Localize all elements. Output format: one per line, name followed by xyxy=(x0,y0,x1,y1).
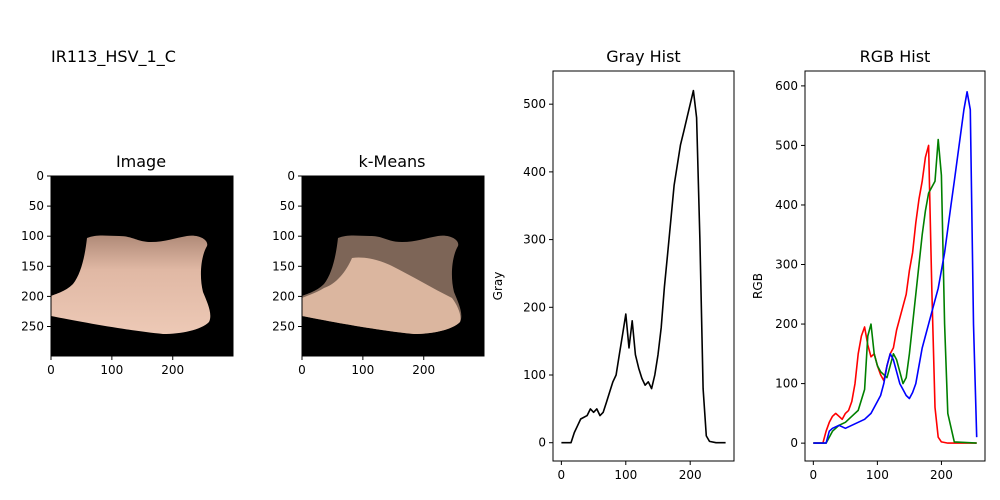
x-tick-label: 200 xyxy=(412,363,435,377)
series-line-0 xyxy=(813,144,977,444)
image-panel-original xyxy=(51,176,233,356)
x-ticks: 0 100 200 xyxy=(298,356,435,377)
y-tick-label: 200 xyxy=(775,317,798,331)
x-ticks: 0 100 200 xyxy=(47,356,184,377)
y-tick-label: 100 xyxy=(272,229,295,243)
y-tick-label: 400 xyxy=(775,198,798,212)
figure-title: IR113_HSV_1_C xyxy=(51,47,176,66)
gray-hist-title: Gray Hist xyxy=(606,47,680,66)
x-tick-label: 100 xyxy=(614,468,637,482)
y-tick-label: 100 xyxy=(775,377,798,391)
x-tick-label: 200 xyxy=(679,468,702,482)
y-ticks: 0 50 100 150 200 250 xyxy=(272,169,302,334)
x-tick-label: 0 xyxy=(47,363,55,377)
y-tick-label: 200 xyxy=(272,289,295,303)
rgb-hist-chart: RGB Hist RGB 0 100 200 300 400 500 600 0 100 200 xyxy=(751,47,986,482)
y-tick-label: 150 xyxy=(21,259,44,273)
x-tick-label: 200 xyxy=(161,363,184,377)
rgb-hist-ylabel: RGB xyxy=(751,273,765,299)
rgb-hist-title: RGB Hist xyxy=(860,47,931,66)
y-tick-label: 50 xyxy=(280,199,295,213)
y-tick-label: 300 xyxy=(775,258,798,272)
image-panel-kmeans xyxy=(302,176,484,356)
y-tick-label: 600 xyxy=(775,79,798,93)
y-tick-label: 100 xyxy=(523,368,546,382)
y-tick-label: 0 xyxy=(538,436,546,450)
kmeans-region-light xyxy=(302,257,461,334)
x-tick-label: 0 xyxy=(558,468,566,482)
kmeans-title: k-Means xyxy=(359,152,426,171)
y-tick-label: 200 xyxy=(21,289,44,303)
y-tick-label: 200 xyxy=(523,300,546,314)
y-tick-label: 500 xyxy=(775,138,798,152)
gray-hist-ylabel: Gray xyxy=(491,272,505,301)
y-tick-label: 300 xyxy=(523,233,546,247)
y-tick-label: 400 xyxy=(523,165,546,179)
series-line-2 xyxy=(813,90,978,444)
x-tick-label: 100 xyxy=(351,363,374,377)
y-tick-label: 100 xyxy=(21,229,44,243)
y-tick-label: 500 xyxy=(523,97,546,111)
y-tick-label: 0 xyxy=(287,169,295,183)
image-axes-kmeans: k-Means 0 50 100 150 200 250 0 100 200 xyxy=(272,152,485,377)
image-title: Image xyxy=(116,152,166,171)
x-tick-label: 200 xyxy=(930,468,953,482)
x-tick-label: 0 xyxy=(298,363,306,377)
x-tick-label: 100 xyxy=(866,468,889,482)
image-axes-original: Image 0 50 100 150 200 250 0 100 200 xyxy=(21,152,234,377)
y-tick-label: 150 xyxy=(272,259,295,273)
y-tick-label: 250 xyxy=(272,320,295,334)
gray-hist-chart: Gray Hist Gray 0 100 200 300 400 500 0 100 200 xyxy=(491,47,735,482)
y-tick-label: 50 xyxy=(29,199,44,213)
skin-region-original xyxy=(51,235,211,334)
y-tick-label: 250 xyxy=(21,320,44,334)
x-tick-label: 100 xyxy=(100,363,123,377)
series-line-0 xyxy=(561,89,726,444)
y-ticks: 0 50 100 150 200 250 xyxy=(21,169,51,334)
x-tick-label: 0 xyxy=(810,468,818,482)
y-tick-label: 0 xyxy=(36,169,44,183)
series-line-1 xyxy=(813,138,977,444)
y-tick-label: 0 xyxy=(790,436,798,450)
